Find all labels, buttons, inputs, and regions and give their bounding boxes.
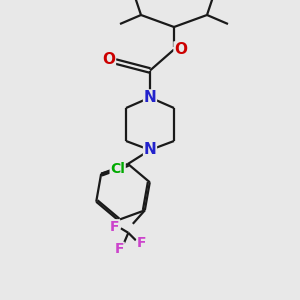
Text: O: O: [174, 42, 187, 57]
Text: F: F: [137, 236, 147, 250]
Text: Cl: Cl: [110, 162, 125, 176]
Text: F: F: [110, 220, 120, 234]
Text: N: N: [144, 142, 156, 158]
Text: F: F: [115, 242, 124, 256]
Text: O: O: [102, 52, 116, 68]
Text: N: N: [144, 90, 156, 105]
